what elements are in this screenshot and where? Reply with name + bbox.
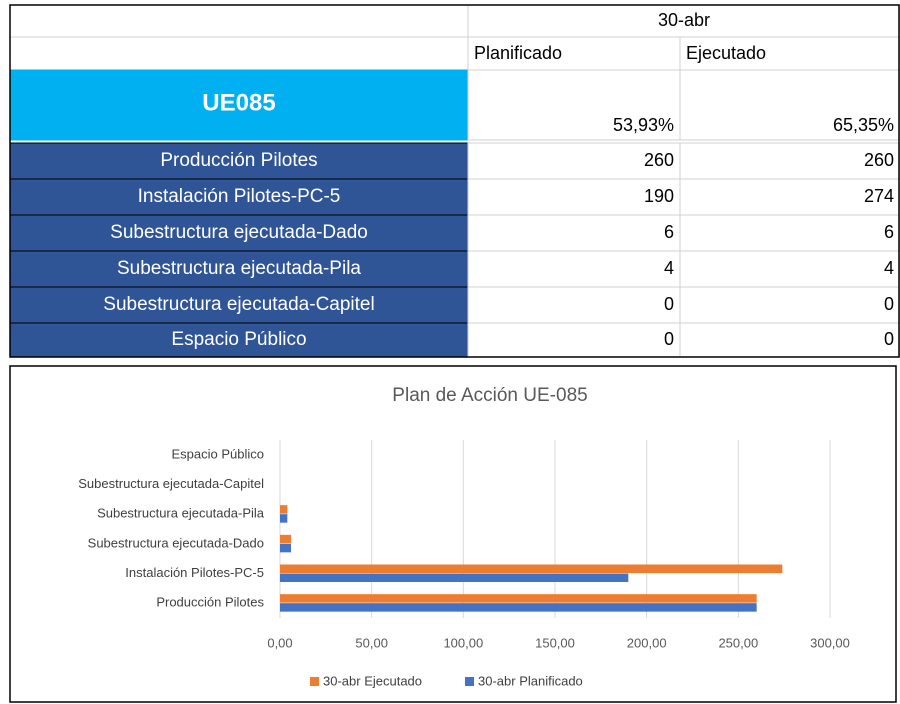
title-value: 53,93% [613, 115, 674, 135]
label-cell [9, 250, 469, 288]
cell [679, 250, 900, 288]
cell [679, 142, 900, 180]
y-tick-label: Subestructura ejecutada-Capitel [78, 476, 264, 491]
cell-value: 260 [644, 150, 674, 170]
bar [280, 564, 783, 573]
y-tick-label: Producción Pilotes [156, 595, 264, 610]
cell-value: 0 [664, 329, 674, 349]
label-cell [9, 214, 469, 252]
cell [9, 36, 469, 71]
cell [467, 69, 681, 141]
cell-value: 4 [664, 258, 674, 278]
cell [679, 36, 900, 71]
header-label: 30-abr [658, 10, 710, 30]
y-tick-label: Subestructura ejecutada-Dado [88, 535, 264, 550]
cell-value: 260 [864, 150, 894, 170]
cell [467, 286, 681, 324]
cell [679, 178, 900, 216]
x-tick-label: 300,00 [810, 635, 850, 650]
cell [467, 178, 681, 216]
table-border [9, 4, 900, 358]
cell-value: 274 [864, 186, 894, 206]
row-label: Subestructura ejecutada-Pila [117, 258, 361, 279]
cell-value: 0 [884, 329, 894, 349]
cell-value: 6 [884, 222, 894, 242]
x-tick-label: 100,00 [443, 635, 483, 650]
label-cell [9, 142, 469, 180]
row-label: Subestructura ejecutada-Dado [110, 222, 368, 243]
table-title: UE085 [202, 89, 275, 116]
legend-swatch [465, 677, 474, 686]
cell [467, 322, 681, 358]
cell-value: 190 [644, 186, 674, 206]
y-tick-label: Instalación Pilotes-PC-5 [125, 565, 264, 580]
cell [467, 250, 681, 288]
legend-swatch [310, 677, 319, 686]
bar [280, 573, 629, 582]
title-value: 65,35% [833, 115, 894, 135]
y-tick-label: Subestructura ejecutada-Pila [97, 506, 265, 521]
x-tick-label: 0,00 [267, 635, 292, 650]
cell [679, 322, 900, 358]
bar [280, 594, 757, 603]
row-label: Instalación Pilotes-PC-5 [138, 186, 341, 207]
row-label: Espacio Público [171, 329, 306, 350]
cell-value: 0 [884, 294, 894, 314]
bar [280, 514, 288, 523]
bar [280, 603, 757, 612]
y-tick-label: Espacio Público [172, 446, 265, 461]
cell [467, 36, 681, 71]
cell [9, 4, 469, 38]
chart-frame [9, 365, 897, 703]
cell [467, 4, 900, 38]
cell-value: 4 [884, 258, 894, 278]
row-label: Producción Pilotes [160, 150, 317, 171]
column-header: Planificado [474, 43, 562, 63]
cell [679, 214, 900, 252]
x-tick-label: 250,00 [718, 635, 758, 650]
cell [679, 69, 900, 141]
column-header: Ejecutado [686, 43, 766, 63]
title-cell [9, 69, 469, 141]
x-tick-label: 150,00 [535, 635, 575, 650]
cell-value: 0 [664, 294, 674, 314]
x-tick-label: 50,00 [355, 635, 388, 650]
row-label: Subestructura ejecutada-Capitel [103, 294, 374, 315]
x-tick-label: 200,00 [627, 635, 667, 650]
cell [467, 214, 681, 252]
legend-label: 30-abr Planificado [478, 673, 583, 688]
cell [679, 286, 900, 324]
legend-label: 30-abr Ejecutado [323, 673, 422, 688]
label-cell [9, 322, 469, 358]
bar [280, 534, 291, 544]
bar [280, 505, 288, 514]
label-cell [9, 286, 469, 324]
cell-value: 6 [664, 222, 674, 242]
bar [280, 543, 291, 553]
chart-title: Plan de Acción UE-085 [392, 385, 587, 406]
